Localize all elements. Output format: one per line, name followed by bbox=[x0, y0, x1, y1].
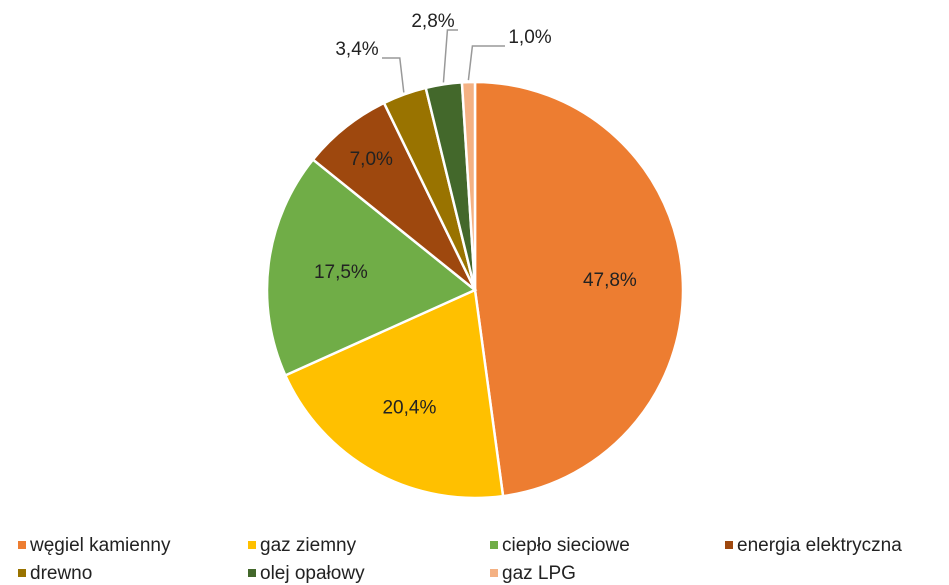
pie-slice bbox=[283, 288, 505, 500]
leader-line bbox=[382, 57, 405, 93]
legend-label: drewno bbox=[30, 563, 92, 584]
legend-label: energia elektryczna bbox=[737, 535, 902, 556]
data-label: 1,0% bbox=[508, 27, 551, 48]
legend-label: gaz ziemny bbox=[260, 535, 357, 556]
pie-slice bbox=[460, 80, 477, 291]
pie-slice bbox=[473, 80, 685, 498]
pie-slice bbox=[265, 157, 478, 378]
data-label: 17,5% bbox=[314, 262, 368, 283]
legend-label: węgiel kamienny bbox=[29, 535, 171, 556]
data-label: 7,0% bbox=[350, 149, 393, 170]
leader-line bbox=[442, 29, 458, 83]
data-label: 2,8% bbox=[411, 11, 454, 32]
legend-swatch bbox=[725, 541, 733, 549]
legend-swatch bbox=[248, 541, 256, 549]
legend-swatch bbox=[18, 541, 26, 549]
legend-label: ciepło sieciowe bbox=[502, 535, 630, 556]
leader-line bbox=[467, 45, 505, 81]
data-label: 3,4% bbox=[335, 39, 378, 60]
data-label: 20,4% bbox=[382, 397, 436, 418]
legend-swatch bbox=[18, 569, 26, 577]
legend-label: gaz LPG bbox=[502, 563, 576, 584]
legend-swatch bbox=[490, 541, 498, 549]
data-label: 47,8% bbox=[583, 270, 637, 291]
legend-swatch bbox=[248, 569, 256, 577]
legend-swatch bbox=[490, 569, 498, 577]
legend-label: olej opałowy bbox=[260, 563, 365, 584]
